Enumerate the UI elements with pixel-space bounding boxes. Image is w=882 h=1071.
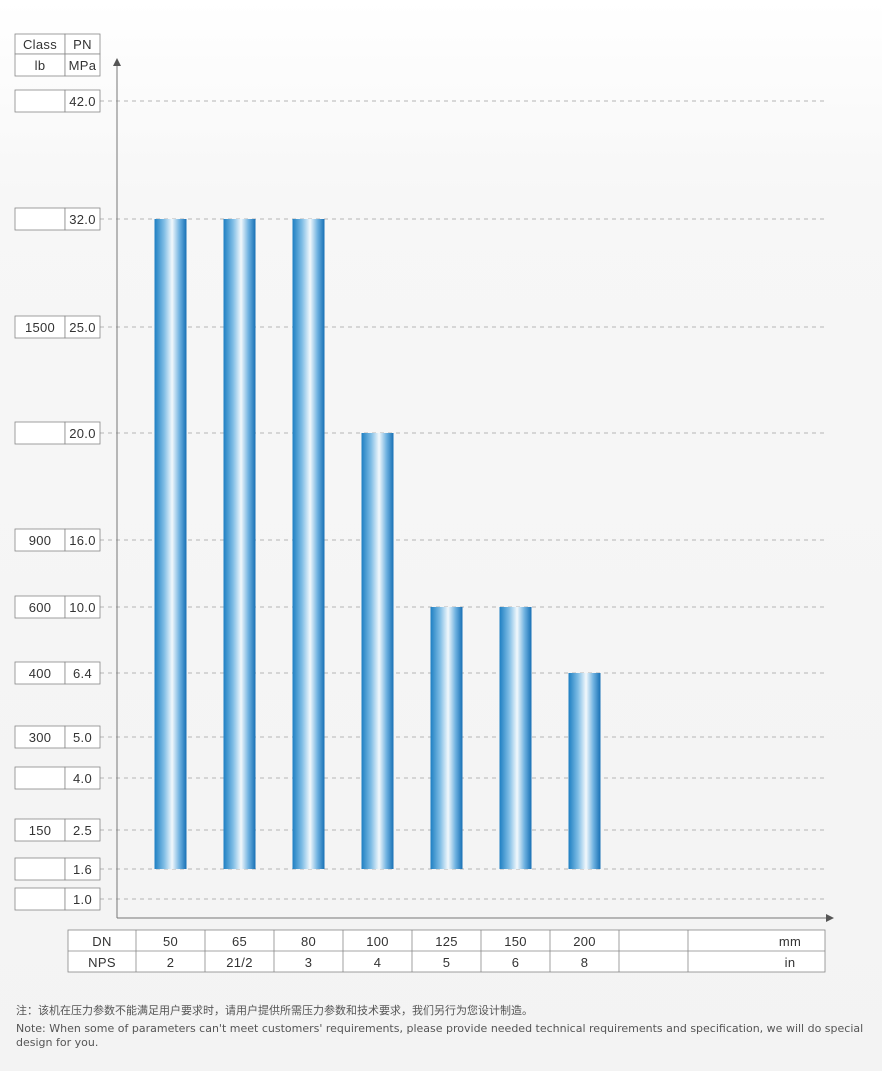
bars — [154, 219, 601, 869]
nps-tick-label: 2 — [167, 955, 175, 970]
dn-tick-label: 125 — [435, 934, 458, 949]
nps-unit-label: in — [785, 955, 796, 970]
class-header-label: Class — [23, 37, 57, 52]
note-english: Note: When some of parameters can't meet… — [16, 1022, 864, 1049]
pn-cell — [64, 528, 101, 552]
bar-dn-150 — [499, 607, 532, 869]
pn-tick-label: 32.0 — [69, 212, 96, 227]
dn-tick-label: 50 — [163, 934, 178, 949]
class-unit-label: lb — [35, 58, 46, 73]
pn-cell — [64, 766, 101, 790]
pn-cell — [64, 818, 101, 842]
class-tick-label: 150 — [29, 823, 52, 838]
pn-cell — [64, 857, 101, 881]
pn-tick-label: 6.4 — [73, 666, 92, 681]
class-cell — [14, 766, 66, 790]
grid-lines — [100, 100, 826, 900]
bar-dn-65 — [223, 219, 256, 869]
dn-tick-label: 100 — [366, 934, 389, 949]
pn-tick-label: 2.5 — [73, 823, 92, 838]
pn-cell — [64, 207, 101, 231]
pn-tick-label: 1.6 — [73, 862, 92, 877]
y-header: Class PN lb MPa — [14, 33, 101, 77]
bar-dn-50 — [154, 219, 187, 869]
class-cell — [14, 421, 66, 445]
class-cell — [14, 857, 66, 881]
x-axis-table: DN NPS mm in 50 2 65 21/2 80 3 100 4 125 5 150 6 200… — [67, 929, 826, 973]
pn-tick-label: 4.0 — [73, 771, 92, 786]
class-tick-label: 900 — [29, 533, 52, 548]
pn-cell — [64, 421, 101, 445]
nps-tick-label: 21/2 — [226, 955, 253, 970]
pn-cell — [64, 89, 101, 113]
class-cell — [14, 89, 66, 113]
pn-header-label: PN — [73, 37, 92, 52]
nps-tick-label: 3 — [305, 955, 313, 970]
class-tick-label: 600 — [29, 600, 52, 615]
bar-dn-125 — [430, 607, 463, 869]
nps-label: NPS — [88, 955, 116, 970]
pn-tick-label: 5.0 — [73, 730, 92, 745]
dn-unit-label: mm — [779, 934, 801, 949]
class-tick-label: 1500 — [25, 320, 55, 335]
nps-tick-label: 5 — [443, 955, 451, 970]
pn-cell — [64, 595, 101, 619]
pn-cell — [64, 661, 101, 685]
bar-dn-200 — [568, 673, 601, 869]
y-axis-labels: 42.0 32.0 1500 25.0 20.0 900 16.0 600 10.0 400 6.4… — [14, 89, 101, 911]
class-cell — [14, 887, 66, 911]
pn-tick-label: 25.0 — [69, 320, 96, 335]
note-chinese: 注：该机在压力参数不能满足用户要求时，请用户提供所需压力参数和技术要求，我们另行… — [16, 1004, 533, 1017]
dn-label: DN — [92, 934, 111, 949]
class-cell — [14, 207, 66, 231]
dn-tick-label: 200 — [573, 934, 596, 949]
nps-tick-label: 4 — [374, 955, 382, 970]
dn-tick-label: 65 — [232, 934, 247, 949]
pn-cell — [64, 725, 101, 749]
dn-tick-label: 80 — [301, 934, 316, 949]
pn-tick-label: 42.0 — [69, 94, 96, 109]
bar-dn-80 — [292, 219, 325, 869]
nps-tick-label: 8 — [581, 955, 589, 970]
class-tick-label: 300 — [29, 730, 52, 745]
pn-tick-label: 16.0 — [69, 533, 96, 548]
pn-unit-label: MPa — [69, 58, 97, 73]
nps-tick-label: 6 — [512, 955, 520, 970]
pn-tick-label: 10.0 — [69, 600, 96, 615]
pn-tick-label: 1.0 — [73, 892, 92, 907]
class-tick-label: 400 — [29, 666, 52, 681]
pn-cell — [64, 887, 101, 911]
pn-tick-label: 20.0 — [69, 426, 96, 441]
dn-tick-label: 150 — [504, 934, 527, 949]
pn-cell — [64, 315, 101, 339]
bar-dn-100 — [361, 433, 394, 869]
